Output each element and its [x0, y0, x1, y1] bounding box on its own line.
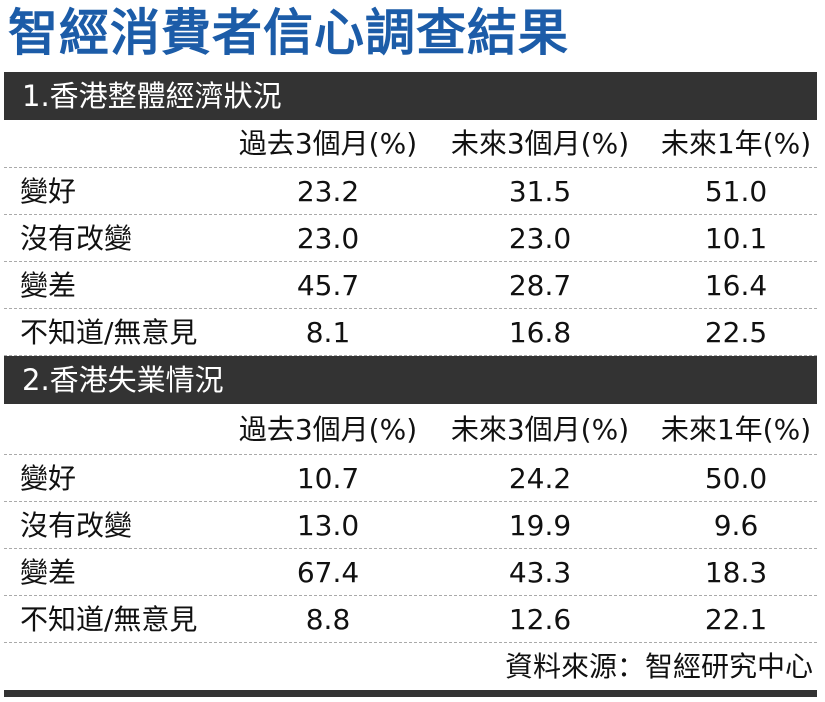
cell-value: 8.1	[305, 316, 351, 349]
cell-value: 10.7	[296, 462, 360, 495]
title: 智經消費者信心調查結果	[8, 4, 569, 62]
cell-value: 10.1	[704, 222, 768, 255]
cell-value: 23.2	[296, 175, 360, 208]
column-header: 過去3個月(%)	[238, 413, 418, 446]
row-label: 沒有改變	[20, 222, 133, 255]
section-header: 2.香港失業情況	[4, 356, 817, 404]
data-row: 不知道/無意見 8.8 12.6 22.1	[4, 596, 817, 643]
cell-value: 18.3	[704, 556, 768, 589]
data-row: 沒有改變 23.0 23.0 10.1	[4, 215, 817, 262]
row-label: 沒有改變	[20, 509, 133, 542]
row-label: 變好	[20, 175, 77, 208]
cell-value: 19.9	[508, 509, 572, 542]
cell-value: 13.0	[296, 509, 360, 542]
row-label: 不知道/無意見	[20, 316, 198, 349]
cell-value: 16.8	[508, 316, 572, 349]
cell-value: 23.0	[508, 222, 572, 255]
cell-value: 67.4	[296, 556, 360, 589]
row-label: 變差	[20, 556, 77, 589]
row-label: 不知道/無意見	[20, 603, 198, 636]
data-row: 變好 23.2 31.5 51.0	[4, 168, 817, 215]
column-header: 未來1年(%)	[660, 413, 812, 446]
header-row: 過去3個月(%) 未來3個月(%) 未來1年(%)	[4, 120, 817, 168]
cell-value: 8.8	[305, 603, 351, 636]
column-header: 過去3個月(%)	[238, 127, 418, 160]
column-header: 未來3個月(%)	[450, 413, 630, 446]
cell-value: 28.7	[508, 269, 572, 302]
cell-value: 31.5	[508, 175, 572, 208]
cell-value: 9.6	[713, 509, 759, 542]
data-row: 變差 67.4 43.3 18.3	[4, 549, 817, 596]
cell-value: 16.4	[704, 269, 768, 302]
column-header: 未來1年(%)	[660, 127, 812, 160]
column-header: 未來3個月(%)	[450, 127, 630, 160]
data-row: 不知道/無意見 8.1 16.8 22.5	[4, 309, 817, 356]
row-label: 變差	[20, 269, 77, 302]
cell-value: 22.1	[704, 603, 768, 636]
data-row: 沒有改變 13.0 19.9 9.6	[4, 502, 817, 549]
source: 資料來源：智經研究中心	[504, 650, 813, 683]
cell-value: 24.2	[508, 462, 572, 495]
cell-value: 45.7	[296, 269, 360, 302]
data-row: 變差 45.7 28.7 16.4	[4, 262, 817, 309]
section-header: 1.香港整體經濟狀況	[4, 72, 817, 120]
data-row: 變好 10.7 24.2 50.0	[4, 455, 817, 502]
cell-value: 22.5	[704, 316, 768, 349]
cell-value: 51.0	[704, 175, 768, 208]
header-row: 過去3個月(%) 未來3個月(%) 未來1年(%)	[4, 404, 817, 455]
cell-value: 12.6	[508, 603, 572, 636]
bottom-rule	[4, 690, 817, 697]
cell-value: 23.0	[296, 222, 360, 255]
cell-value: 50.0	[704, 462, 768, 495]
cell-value: 43.3	[508, 556, 572, 589]
row-label: 變好	[20, 462, 77, 495]
